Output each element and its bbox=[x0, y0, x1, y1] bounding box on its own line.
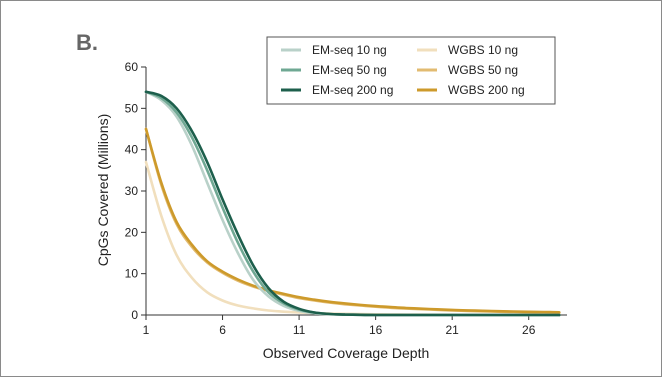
y-axis-title: CpGs Covered (Millions) bbox=[95, 114, 111, 266]
legend-label-wgbs-200-ng: WGBS 200 ng bbox=[448, 83, 525, 97]
series-line-em-seq-10-ng bbox=[144, 90, 561, 317]
x-axis-title: Observed Coverage Depth bbox=[263, 345, 430, 361]
series-line-em-seq-200-ng bbox=[144, 90, 561, 317]
y-tick-label: 20 bbox=[125, 225, 139, 239]
x-tick-label: 21 bbox=[446, 323, 460, 337]
legend-label-wgbs-50-ng: WGBS 50 ng bbox=[448, 63, 518, 77]
x-tick-label: 6 bbox=[219, 323, 226, 337]
legend-label-em-seq-10-ng: EM-seq 10 ng bbox=[312, 43, 387, 57]
y-tick-label: 40 bbox=[125, 143, 139, 157]
x-tick-label: 1 bbox=[143, 323, 150, 337]
legend: EM-seq 10 ng EM-seq 50 ng EM-seq 200 ng WGB… bbox=[266, 36, 556, 105]
series-line-em-seq-50-ng bbox=[144, 90, 561, 317]
series-line-wgbs-50-ng bbox=[144, 127, 561, 314]
y-tick-label: 50 bbox=[125, 101, 139, 115]
y-tick-label: 0 bbox=[131, 308, 138, 322]
series-line-wgbs-200-ng bbox=[144, 127, 561, 314]
legend-label-em-seq-200-ng: EM-seq 200 ng bbox=[312, 83, 393, 97]
y-tick-label: 10 bbox=[125, 267, 139, 281]
y-tick-label: 30 bbox=[125, 184, 139, 198]
series-lines bbox=[144, 90, 561, 317]
y-tick-label: 60 bbox=[125, 60, 139, 74]
x-tick-label: 26 bbox=[522, 323, 536, 337]
x-tick-label: 16 bbox=[369, 323, 383, 337]
legend-box bbox=[266, 36, 556, 105]
legend-label-wgbs-10-ng: WGBS 10 ng bbox=[448, 43, 518, 57]
legend-label-em-seq-50-ng: EM-seq 50 ng bbox=[312, 63, 387, 77]
x-tick-label: 11 bbox=[293, 323, 306, 337]
panel-label: B. bbox=[76, 30, 98, 55]
